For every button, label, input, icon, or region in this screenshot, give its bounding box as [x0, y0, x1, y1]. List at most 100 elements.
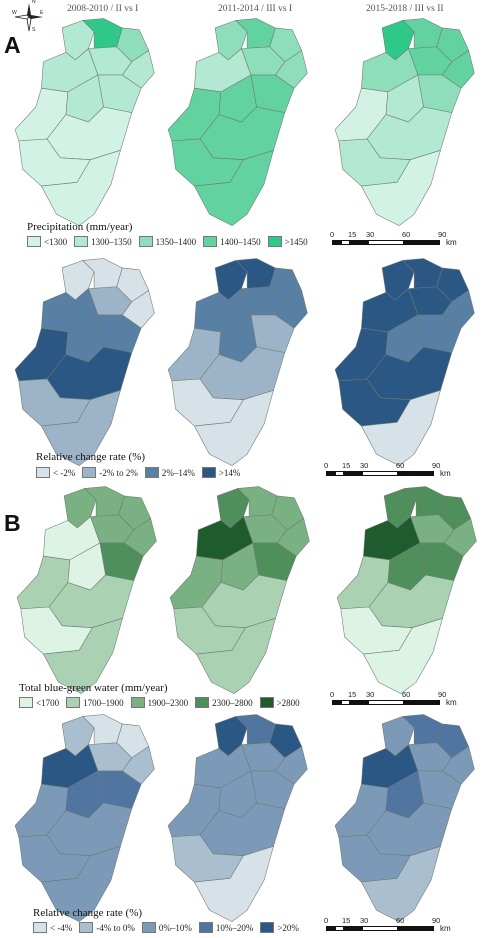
map-water-change-2015-2018: [320, 708, 480, 930]
sub-basin-region: [442, 290, 475, 329]
scale-tick-label: 15: [342, 916, 351, 925]
map-water-2008-2010: [2, 480, 162, 702]
legend-swatch: [74, 236, 89, 247]
legend-swatch: [141, 922, 156, 933]
sub-basin-region: [444, 518, 477, 557]
scale-tick-label: 90: [438, 690, 447, 699]
legend-swatch: [82, 467, 97, 478]
sub-basin-region: [275, 290, 308, 329]
scale-tick-label: 60: [402, 690, 411, 699]
scale-bar-1: 0 15 30 60 90 km: [330, 230, 468, 248]
legend-item: 0%–10%: [141, 922, 192, 933]
scale-tick-label: 0: [330, 690, 335, 699]
scale-segment: [341, 700, 350, 705]
legend-swatch: [267, 236, 282, 247]
legend-swatch: [201, 467, 216, 478]
sub-basin-region: [277, 518, 310, 557]
scale-segment: [398, 926, 434, 931]
sub-basin-region: [41, 846, 121, 922]
scale-tick-label: 60: [396, 916, 405, 925]
scale-segment: [335, 926, 344, 931]
scale-bar-2: 0 15 30 60 90 km: [324, 461, 462, 479]
scale-segment: [341, 240, 350, 245]
legend-swatch: [27, 236, 41, 247]
legend-item: >20%: [260, 922, 299, 933]
legend-swatch: [259, 697, 274, 708]
scale-tick-label: 0: [324, 916, 329, 925]
legend-item: 1300–1350: [74, 236, 132, 247]
scale-tick-label: 90: [432, 461, 441, 470]
legend-label: >14%: [218, 467, 241, 478]
legend-label: 1700–1900: [83, 697, 124, 708]
legend-swatch: [203, 236, 218, 247]
sub-basin-region: [442, 746, 475, 785]
scale-tick-label: 90: [432, 916, 441, 925]
scale-bar-4: 0 15 30 60 90 km: [324, 916, 462, 934]
legend-label: 1300–1350: [91, 236, 132, 247]
precip-legend: <1300 1300–1350 1350–1400 1400–1450 >1450: [27, 236, 315, 247]
legend-swatch: [198, 922, 213, 933]
legend-label: < -2%: [53, 467, 76, 478]
scale-tick-label: 30: [360, 916, 369, 925]
legend-swatch: [66, 697, 81, 708]
scale-segment: [344, 926, 362, 931]
basin-map-svg: [14, 18, 155, 226]
map-water-change-2008-2010: [0, 708, 160, 930]
scale-segment: [326, 926, 335, 931]
scale-unit: km: [446, 698, 457, 707]
scale-unit: km: [440, 469, 451, 478]
legend-label: 10%–20%: [215, 922, 254, 933]
scale-segment: [335, 471, 344, 476]
water-legend: <1700 1700–1900 1900–2300 2300–2800 >2800: [19, 697, 307, 708]
change-legend-a: < -2% -2% to 2% 2%–14% >14%: [36, 467, 247, 478]
scale-segment: [332, 700, 341, 705]
map-precip-2015-2018: [320, 12, 480, 234]
legend-swatch: [36, 467, 50, 478]
sub-basin-region: [361, 150, 441, 226]
scale-tick-label: 0: [324, 461, 329, 470]
legend-item: -2% to 2%: [82, 467, 138, 478]
map-water-2015-2018: [322, 480, 482, 702]
water-legend-title: Total blue-green water (mm/year): [19, 682, 168, 694]
legend-label: -2% to 2%: [99, 467, 138, 478]
sub-basin-region: [194, 390, 274, 466]
legend-item: -4% to 0%: [79, 922, 135, 933]
basin-map-svg: [167, 258, 308, 466]
legend-item: <1300: [27, 236, 67, 247]
legend-item: 10%–20%: [198, 922, 254, 933]
precip-legend-title: Precipitation (mm/year): [27, 221, 133, 233]
basin-map-svg: [16, 486, 157, 694]
scale-tick-label: 30: [366, 230, 375, 239]
scale-tick-label: 30: [366, 690, 375, 699]
map-water-change-2011-2014: [153, 708, 313, 930]
sub-basin-region: [41, 150, 121, 226]
scale-segment: [404, 700, 440, 705]
legend-label: <1300: [44, 236, 68, 247]
legend-item: 2300–2800: [195, 697, 253, 708]
scale-tick-label: 15: [348, 230, 357, 239]
map-precip-2008-2010: [0, 12, 160, 234]
legend-label: 1400–1450: [220, 236, 261, 247]
legend-label: 2%–14%: [161, 467, 195, 478]
compass-e-label: E: [40, 10, 44, 16]
legend-swatch: [260, 922, 275, 933]
sub-basin-region: [361, 846, 441, 922]
scale-segment: [368, 240, 404, 245]
scale-tick-label: 30: [360, 461, 369, 470]
legend-label: 1350–1400: [155, 236, 197, 247]
compass-s-label: S: [32, 27, 36, 33]
sub-basin-region: [122, 746, 155, 785]
sub-basin-region: [361, 390, 441, 466]
scale-unit: km: [440, 924, 451, 933]
legend-item: < -2%: [36, 467, 75, 478]
scale-tick-label: 15: [342, 461, 351, 470]
scale-segment: [362, 471, 398, 476]
legend-swatch: [138, 236, 153, 247]
legend-label: >2800: [276, 697, 300, 708]
change-legend-a-title: Relative change rate (%): [36, 451, 146, 463]
legend-swatch: [195, 697, 210, 708]
scale-segment: [332, 240, 341, 245]
column-title-3: 2015-2018 / III vs II: [366, 4, 444, 14]
legend-item: 1350–1400: [138, 236, 197, 247]
legend-item: 2%–14%: [144, 467, 195, 478]
